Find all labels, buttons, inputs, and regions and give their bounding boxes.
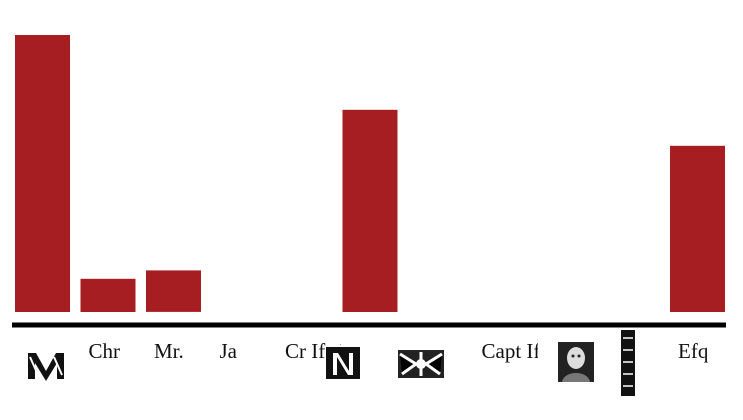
x-tick-label-1: Chr [88, 340, 121, 363]
woodcut-ornament-icon [398, 350, 444, 378]
woodcut-n-icon [326, 347, 360, 379]
x-tick-label-7: Capt Ifaa [481, 340, 538, 363]
bars [15, 35, 725, 312]
portrait-icon [558, 342, 594, 382]
bar-2 [146, 270, 201, 312]
x-tick-label-2: Mr. [154, 340, 184, 363]
woodcut-bar-icon [621, 330, 635, 396]
bar-5 [342, 109, 398, 312]
woodcut-m-icon [28, 353, 64, 381]
x-tick-label-10: Efq [678, 340, 709, 363]
bar-10 [670, 145, 725, 312]
bar-1 [80, 278, 136, 312]
bar-0 [15, 35, 70, 312]
x-tick-label-3: Ja [219, 340, 238, 363]
